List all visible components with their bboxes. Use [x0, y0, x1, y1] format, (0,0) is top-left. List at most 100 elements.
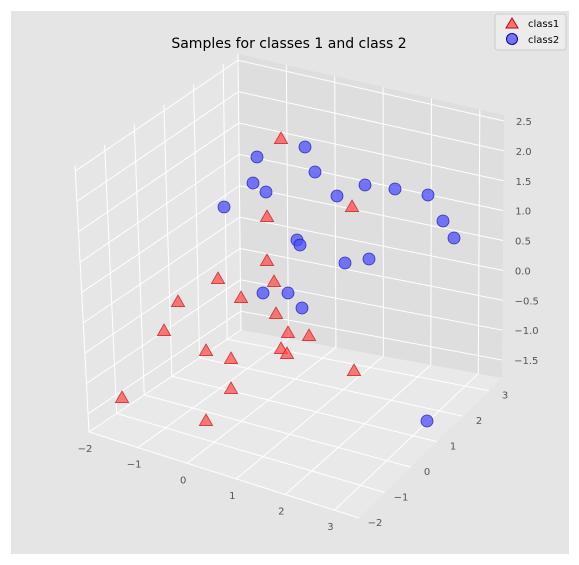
x-tick-label: −1 — [127, 460, 142, 471]
class2-point — [330, 189, 344, 203]
class1-point — [259, 253, 275, 266]
x-back-grid-line — [477, 109, 481, 374]
y-back-grid-line — [104, 144, 118, 414]
data-points — [114, 131, 461, 428]
y-back-grid-line — [133, 124, 145, 395]
class1-point — [114, 390, 130, 403]
z-grid-line — [82, 216, 241, 324]
class2-point — [338, 256, 352, 270]
chart-title: Samples for classes 1 and class 2 — [171, 36, 406, 52]
x-grid-line — [88, 329, 242, 433]
y-back-grid-line — [74, 164, 90, 433]
legend: class1 class2 — [494, 13, 567, 51]
floor-pane — [89, 330, 502, 518]
y-tick-label: 2 — [476, 416, 482, 427]
x-back-grid-line — [237, 53, 242, 331]
z-tick-label: −1.0 — [514, 326, 538, 337]
z-tick-label: −1.5 — [514, 356, 538, 367]
class2-point — [259, 185, 273, 199]
y-grid-line — [227, 338, 490, 392]
x-grid-line — [137, 338, 289, 449]
z-tick-label: 0.0 — [515, 266, 531, 277]
axis-ticks: −2 −1 0 1 2 3 −2 −1 0 1 2 3 −1.5 −1.0 −0.5 0.0 0.5 1.0 1.5… — [78, 117, 539, 533]
class2-point — [246, 176, 260, 190]
legend-item-class1: class1 — [505, 17, 559, 30]
class1-point — [301, 328, 317, 341]
class1-point — [223, 381, 239, 394]
x-tick-label: 1 — [229, 491, 235, 502]
z-tick-label: 2.0 — [516, 147, 532, 158]
legend-label-class2: class2 — [528, 35, 559, 46]
legend-item-class2: class2 — [506, 33, 559, 46]
z-tick-label: 0.5 — [515, 237, 531, 248]
class1-point — [233, 290, 249, 303]
x-tick-label: −2 — [78, 444, 93, 455]
z-grid-line — [238, 122, 504, 182]
class2-point — [308, 165, 322, 179]
class2-point — [295, 301, 309, 315]
x-grid-line — [235, 355, 384, 480]
z-grid-line — [240, 310, 503, 361]
class2-point — [421, 188, 435, 202]
x-back-grid-line — [334, 76, 337, 348]
x-tick-label: 3 — [327, 522, 333, 533]
z-grid-line — [75, 59, 239, 172]
z-grid-line — [240, 247, 503, 301]
class2-point — [362, 252, 376, 266]
right-pane — [238, 54, 504, 378]
z-grid-line — [238, 91, 504, 152]
z-grid-line — [81, 185, 240, 293]
y-grid-line — [116, 412, 386, 494]
y-grid-line — [171, 375, 438, 443]
class2-point — [281, 286, 295, 300]
class2-point — [256, 286, 270, 300]
class2-point — [358, 178, 372, 192]
class1-point — [198, 343, 214, 356]
y-tick-label: −1 — [394, 493, 409, 504]
class1-point — [268, 306, 284, 319]
z-grid-line — [239, 216, 503, 271]
class2-point — [298, 140, 312, 154]
class1-point — [210, 271, 226, 284]
legend-label-class1: class1 — [528, 19, 559, 30]
z-tick-label: 1.5 — [516, 177, 532, 188]
z-grid-line — [79, 153, 240, 263]
class2-point — [293, 238, 307, 252]
y-tick-label: 0 — [424, 467, 430, 478]
z-tick-label: −0.5 — [515, 296, 539, 307]
y-tick-label: −2 — [368, 518, 383, 529]
class1-point — [279, 346, 295, 359]
class1-point — [346, 363, 362, 376]
class1-point — [223, 351, 239, 364]
x-tick-label: 2 — [278, 507, 284, 518]
class1-point — [266, 274, 282, 287]
x-grid-line — [186, 347, 337, 464]
class1-point — [344, 199, 360, 212]
z-tick-label: 2.5 — [516, 117, 532, 128]
z-grid-line — [78, 122, 240, 233]
class1-point — [170, 294, 186, 307]
y-tick-label: 3 — [502, 391, 508, 402]
x-grid-line — [285, 364, 432, 495]
x-grid-line — [334, 373, 479, 511]
class2-point — [447, 231, 461, 245]
y-grid-line — [199, 357, 464, 417]
z-grid-line — [84, 248, 241, 354]
x-back-grid-line — [430, 98, 432, 365]
z-grid-line — [76, 91, 239, 202]
y-back-grid-line — [193, 84, 201, 358]
z-grid-line — [237, 59, 505, 122]
class2-point — [250, 150, 264, 164]
z-tick-label: 1.0 — [515, 207, 531, 218]
class2-point — [217, 200, 231, 214]
x-tick-label: 0 — [180, 475, 186, 486]
z-grid-line — [87, 310, 242, 415]
y-tick-label: 1 — [450, 442, 456, 453]
z-grid-line — [239, 185, 504, 242]
y-back-grid-line — [163, 104, 173, 377]
class1-point — [273, 131, 289, 144]
class2-point — [420, 414, 434, 428]
legend-marker-class1-icon — [505, 17, 519, 29]
